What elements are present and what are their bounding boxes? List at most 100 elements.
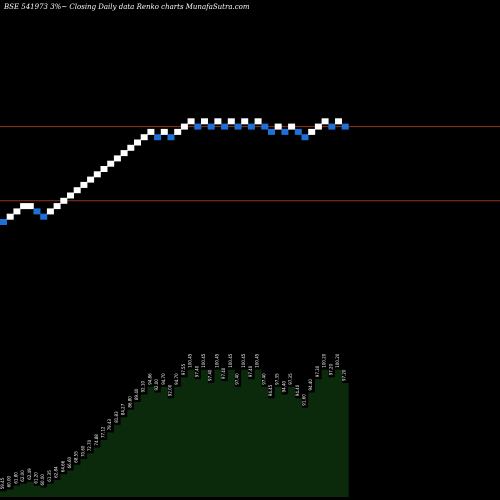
volume-label: 94.40 <box>295 384 300 396</box>
volume-label: 100.45 <box>228 353 233 367</box>
volume-bar <box>6 489 14 497</box>
volume-bar <box>194 379 202 497</box>
renko-brick <box>201 118 208 125</box>
volume-bar <box>247 379 255 497</box>
volume-label: 100.20 <box>322 353 327 367</box>
volume-bar <box>13 485 21 497</box>
volume-bar <box>268 398 275 497</box>
volume-bar <box>207 383 215 497</box>
renko-brick <box>73 187 81 194</box>
renko-brick <box>227 118 235 125</box>
volume-bar <box>140 394 148 497</box>
volume-label: 97.40 <box>221 367 226 379</box>
volume-label: 70.60 <box>80 445 85 457</box>
volume-label: 62.00 <box>20 470 25 482</box>
renko-brick <box>140 134 148 141</box>
renko-brick <box>107 160 115 167</box>
volume-label: 92.00 <box>168 384 173 396</box>
volume-bar <box>87 453 95 497</box>
renko-brick <box>160 128 168 135</box>
volume-bar <box>60 474 68 497</box>
volume-bar <box>113 424 121 497</box>
volume-bar <box>0 491 7 497</box>
volume-label: 89.40 <box>134 388 139 400</box>
renko-brick <box>60 197 68 204</box>
renko-brick <box>194 123 202 130</box>
chart-title: BSE 541973 3%~ Closing Daily data Renko … <box>3 3 250 11</box>
renko-brick <box>127 144 135 151</box>
renko-brick <box>234 123 242 130</box>
volume-bar <box>80 459 88 497</box>
volume-label: 60.00 <box>7 475 12 487</box>
volume-label: 61.20 <box>34 472 39 484</box>
volume-label: 92.00 <box>154 379 159 391</box>
volume-label: 62.84 <box>54 466 59 478</box>
volume-label: 72.70 <box>87 439 92 451</box>
volume-label: 100.20 <box>335 353 340 367</box>
volume-label: 100.45 <box>255 353 260 367</box>
renko-brick <box>120 150 128 157</box>
volume-bar <box>53 479 61 497</box>
volume-label: 92.10 <box>141 380 146 392</box>
renko-brick <box>113 155 121 162</box>
volume-bar <box>227 369 235 497</box>
volume-label: 97.40 <box>194 365 199 377</box>
renko-brick <box>67 192 74 199</box>
renko-brick <box>6 213 14 220</box>
volume-bar <box>335 369 342 497</box>
volume-label: 97.30 <box>315 365 320 377</box>
volume-bar <box>180 377 188 497</box>
volume-bar <box>261 386 269 497</box>
renko-bricks <box>0 118 349 225</box>
renko-brick <box>335 118 342 125</box>
volume-bar <box>67 470 74 497</box>
volume-bar <box>73 464 81 497</box>
volume-label: 79.43 <box>107 418 112 430</box>
renko-brick <box>46 208 54 215</box>
volume-label: 100.45 <box>214 353 219 367</box>
volume-bar <box>301 407 309 497</box>
volume-bar <box>201 369 208 497</box>
volume-label: 74.88 <box>94 434 99 446</box>
volume-bar <box>147 386 155 497</box>
renko-brick <box>26 203 34 210</box>
volume-bar <box>314 379 322 497</box>
renko-brick <box>221 123 229 130</box>
renko-brick <box>261 123 269 130</box>
volume-label: 60.00 <box>40 474 45 486</box>
volume-label: 97.40 <box>261 373 266 385</box>
renko-brick <box>288 123 296 130</box>
volume-bar <box>120 417 128 497</box>
volume-bar <box>100 440 108 497</box>
volume-label: 61.35 <box>47 470 52 482</box>
volume-labels: 59.45 60.00 61.80 62.00 62.49 61.20 60.00 61.35… <box>0 353 347 489</box>
volume-label: 97.20 <box>328 363 333 375</box>
volume-label: 94.86 <box>147 373 152 385</box>
volume-label: 81.83 <box>114 411 119 423</box>
volume-label: 94.45 <box>268 384 273 396</box>
volume-bar <box>107 432 115 497</box>
renko-brick <box>93 171 101 178</box>
volume-bar <box>93 447 101 497</box>
volume-label: 66.60 <box>67 456 72 468</box>
volume-label: 94.70 <box>174 373 179 385</box>
volume-bar <box>134 402 141 497</box>
volume-label: 97.55 <box>181 363 186 375</box>
volume-label: 97.40 <box>248 365 253 377</box>
volume-bar <box>214 369 222 497</box>
volume-bar <box>221 381 229 497</box>
volume-bar <box>281 394 289 497</box>
volume-bar <box>20 483 28 497</box>
renko-brick <box>87 176 95 183</box>
volume-label: 97.40 <box>235 373 240 385</box>
volume-label: 94.40 <box>308 379 313 391</box>
volume-label: 94.40 <box>281 380 286 392</box>
volume-label: 100.45 <box>241 353 246 367</box>
volume-bar <box>294 398 302 497</box>
renko-brick <box>341 123 349 130</box>
volume-bar <box>308 392 316 497</box>
renko-brick <box>187 118 195 125</box>
renko-brick <box>13 208 21 215</box>
renko-brick <box>254 118 262 125</box>
